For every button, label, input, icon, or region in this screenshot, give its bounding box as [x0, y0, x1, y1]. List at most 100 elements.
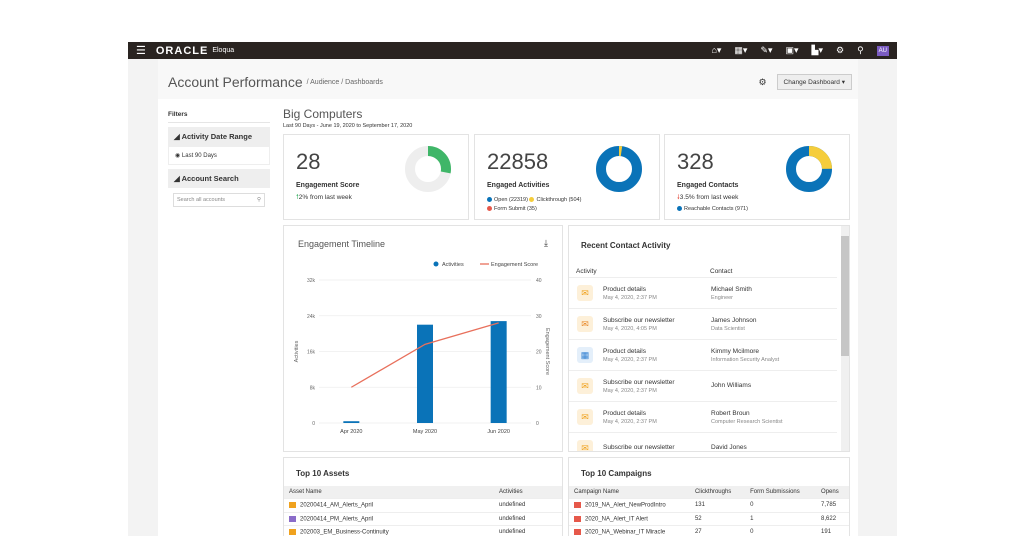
kpi-change: 🠕2% from last week [296, 193, 352, 204]
asset-activities: undefined [494, 498, 562, 513]
y2-tick-label: 10 [536, 385, 542, 391]
engaged-contacts-donut [786, 146, 832, 192]
activity-row[interactable]: ✉ Subscribe our newsletter David Jones [569, 432, 837, 451]
table-row[interactable]: 20200414_PM_Alerts_April undefined [284, 511, 562, 526]
table-row[interactable]: 2019_NA_Alert_NewProdIntro 131 0 7,785 [569, 498, 849, 513]
legend-clickthrough: Clickthrough (504) [536, 197, 582, 203]
campaign-name: 2020_NA_Webinar_IT Miracle [585, 529, 666, 536]
activity-row[interactable]: ▦ Product details May 4, 2020, 2:37 PM Kimm… [569, 339, 837, 370]
form-submissions: 0 [745, 498, 817, 513]
change-dashboard-button[interactable]: Change Dashboard ▾ [776, 74, 852, 90]
col-contact: Contact [710, 268, 733, 275]
asset-name: 20200414_AM_Alerts_April [300, 502, 374, 509]
col-header[interactable]: Activities [494, 486, 562, 499]
table-row[interactable]: 20200414_AM_Alerts_April undefined [284, 498, 562, 513]
form-submissions: 1 [745, 511, 817, 526]
contacts-icon[interactable]: ▣▾ [785, 45, 799, 55]
account-name: Big Computers [283, 107, 363, 121]
newsletter-icon: ✉ [577, 316, 593, 332]
gear-icon[interactable]: ⚙ [758, 76, 767, 87]
assets-icon[interactable]: ▦▾ [734, 45, 748, 55]
activity-row[interactable]: ✉ Subscribe our newsletter May 4, 2020, 2:… [569, 370, 837, 401]
account-search-input[interactable]: Search all accounts ⚲ [173, 193, 265, 207]
email-icon: ✉ [577, 285, 593, 301]
campaign-icon [574, 529, 581, 536]
recent-contact-activity-panel: Recent Contact Activity Activity Contact… [568, 225, 850, 452]
col-header[interactable]: Form Submissions [745, 486, 817, 499]
date-range-text: Last 90 Days - June 19, 2020 to Septembe… [283, 123, 413, 129]
contact-name[interactable]: James Johnson [711, 316, 757, 324]
contact-name[interactable]: John Williams [711, 381, 752, 389]
campaign-icon [574, 515, 581, 522]
col-header[interactable]: Campaign Name [569, 486, 690, 499]
col-header[interactable]: Clickthroughs [689, 486, 746, 499]
home-icon[interactable]: ⌂▾ [711, 45, 722, 55]
download-icon[interactable]: ⤓ [544, 238, 548, 248]
bar-activities [343, 421, 360, 423]
form-submissions: 0 [745, 525, 817, 536]
legend-activities: Activities [442, 262, 464, 268]
col-header[interactable]: Asset Name [284, 486, 494, 499]
x-tick-label: May 2020 [413, 429, 437, 435]
table-row[interactable]: 202003_EM_Business-Continuity undefined [284, 525, 562, 536]
breadcrumb[interactable]: / Audience / Dashboards [306, 78, 383, 86]
recent-list: ✉ Product details May 4, 2020, 2:37 PM Mich… [569, 277, 837, 451]
asset-activities: undefined [494, 511, 562, 526]
contact-role: Computer Research Scientist [711, 418, 783, 425]
campaign-name: 2020_NA_Alert_IT Alert [585, 516, 648, 523]
arrow-down-icon: 🠗 [677, 194, 680, 201]
activity-row[interactable]: ✉ Product details May 4, 2020, 2:37 PM Robe… [569, 401, 837, 432]
activity-date: May 4, 2020, 2:37 PM [603, 418, 657, 425]
search-icon[interactable]: ⚲ [857, 45, 864, 55]
form-icon: ▦ [577, 347, 593, 363]
bar-activities [490, 321, 507, 423]
asset-icon [289, 502, 296, 508]
activity-name: Subscribe our newsletter [603, 316, 675, 324]
engagement-timeline-panel: Engagement Timeline ⤓ 0 0 8k 10 16k 20 24k 30 32… [283, 225, 563, 452]
account-search-toggle[interactable]: ◢ Account Search [168, 169, 270, 188]
contact-name[interactable]: Michael Smith [711, 285, 752, 293]
legend-form-submit: Form Submit (35) [494, 206, 537, 212]
activity-date: May 4, 2020, 2:37 PM [603, 294, 657, 301]
scrollbar[interactable] [841, 226, 849, 451]
col-header[interactable]: Opens [816, 486, 849, 499]
engagement-score-donut [405, 146, 451, 192]
y2-tick-label: 30 [536, 314, 542, 320]
analytics-icon[interactable]: ▙▾ [811, 45, 823, 55]
opens: 7,785 [816, 498, 849, 513]
kpi-engagement-score: 28 Engagement Score 🠕2% from last week [283, 134, 469, 220]
avatar[interactable]: AU [876, 45, 889, 56]
product-name: Eloqua [212, 47, 235, 54]
kpi-label: Engaged Contacts [677, 182, 739, 189]
activity-date-range-toggle[interactable]: ◢ Activity Date Range [168, 127, 270, 146]
hamburger-menu-icon[interactable]: ☰ [136, 45, 146, 57]
campaigns-icon[interactable]: ✎▾ [760, 45, 773, 55]
table-row[interactable]: 2020_NA_Alert_IT Alert 52 1 8,622 [569, 511, 849, 526]
table-row[interactable]: 2020_NA_Webinar_IT Miracle 27 0 191 [569, 525, 849, 536]
asset-activities: undefined [494, 525, 562, 536]
page-title: Account Performance [168, 74, 303, 90]
campaign-icon [574, 502, 581, 508]
y-axis-label: Activities [294, 340, 300, 362]
legend-reachable: Reachable Contacts (971) [684, 206, 748, 212]
bar-activities [417, 324, 433, 423]
option-label: Last 90 Days [181, 153, 217, 159]
clickthroughs: 27 [689, 525, 746, 536]
contact-name[interactable]: David Jones [711, 443, 747, 451]
kpi-label: Engagement Score [296, 182, 360, 189]
legend-engagement-score: Engagement Score [491, 262, 538, 268]
search-icon[interactable]: ⚲ [256, 197, 261, 203]
kpi-value: 28 [296, 149, 321, 174]
activity-date: May 4, 2020, 2:37 PM [603, 387, 657, 394]
activity-row[interactable]: ✉ Subscribe our newsletter May 4, 2020, 4:… [569, 308, 837, 339]
contact-name[interactable]: Robert Broun [711, 409, 750, 417]
activity-row[interactable]: ✉ Product details May 4, 2020, 2:37 PM Mich… [569, 277, 837, 308]
oracle-logo: ORACLE [155, 44, 209, 57]
date-option-last-90-days[interactable]: ◉ Last 90 Days [168, 146, 270, 165]
settings-icon[interactable]: ⚙ [835, 45, 845, 55]
change-text: 3.5% from last week [679, 194, 739, 201]
clickthroughs: 131 [689, 498, 746, 513]
asset-icon [289, 515, 296, 522]
contact-name[interactable]: Kimmy Mcilmore [711, 347, 760, 355]
search-placeholder: Search all accounts [177, 197, 225, 203]
